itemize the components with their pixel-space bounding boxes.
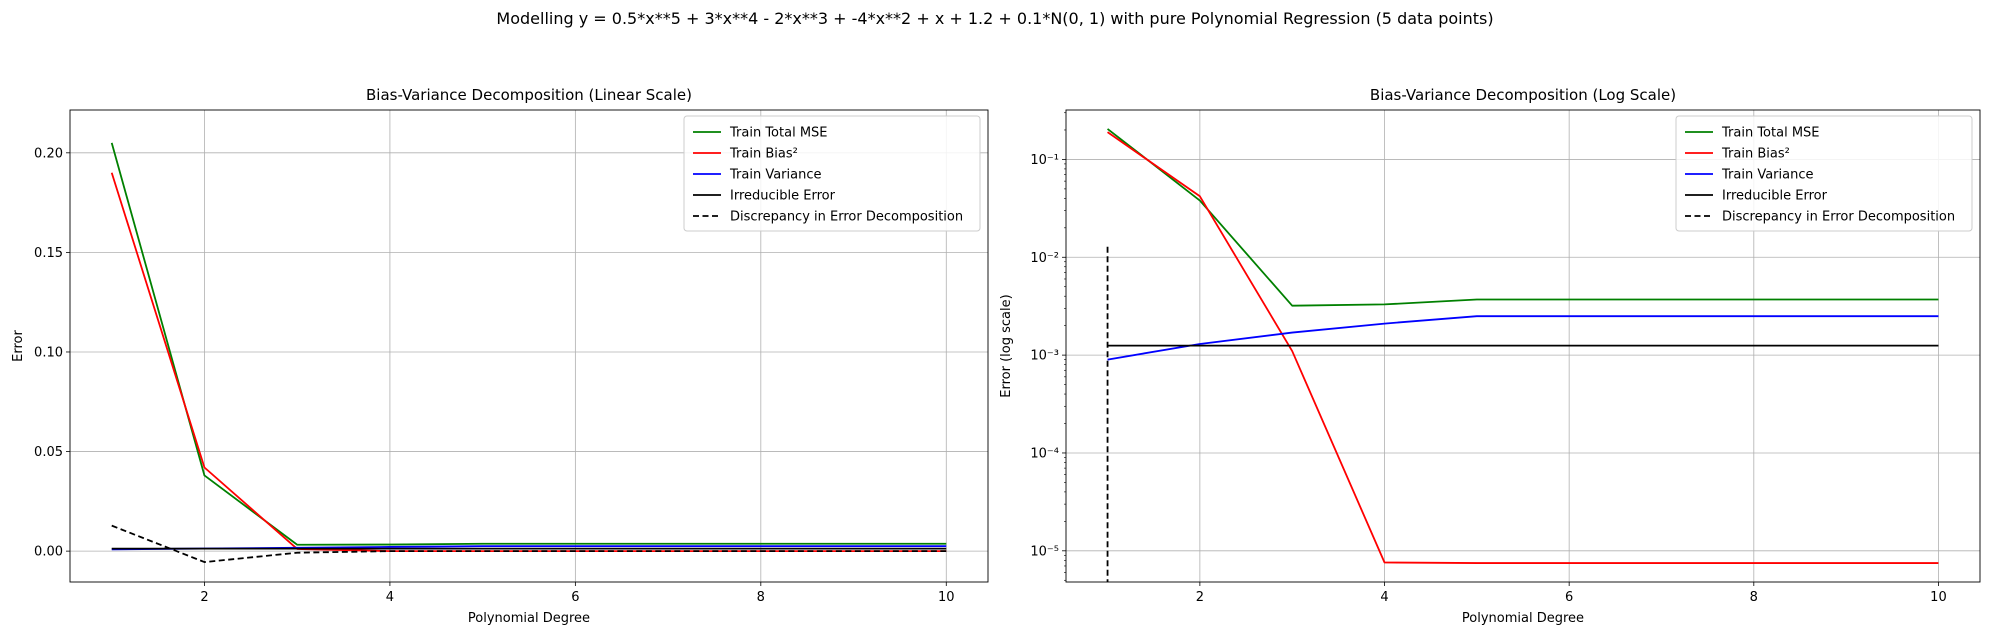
x-tick-label: 6 (571, 590, 579, 605)
x-tick-label: 2 (200, 590, 208, 605)
chart-title: Bias-Variance Decomposition (Log Scale) (1370, 86, 1676, 104)
x-tick-label: 6 (1565, 590, 1573, 605)
legend-label-tvar: Train Variance (1721, 168, 1813, 183)
legend-label-irr: Irreducible Error (1722, 189, 1828, 204)
legend-frame (683, 115, 981, 232)
y-tick-label: 0.20 (34, 146, 63, 161)
y-tick-label: 10⁻⁵ (1030, 544, 1059, 559)
x-tick-label: 10 (1930, 590, 1947, 605)
y-axis-label: Error (11, 330, 26, 362)
legend-label-tbias: Train Bias² (1721, 147, 1790, 162)
x-tick-label: 10 (938, 590, 955, 605)
chart-linear-scale: 2 4 6 8 10 0.00 0.05 0.10 0.15 0.20 Bias-Variance … (11, 86, 989, 626)
y-tick-label: 0.15 (34, 246, 63, 261)
y-axis-label: Error (log scale) (999, 294, 1014, 397)
y-tick-label: 0.10 (34, 345, 63, 360)
chart-log-scale: 2 4 6 8 10 10⁻⁵ 10⁻⁴ 10⁻³ 10⁻² 10⁻¹ Bias-Variance … (999, 86, 1981, 626)
series-line-tbias (1107, 131, 1939, 564)
chart-title: Bias-Variance Decomposition (Linear Scal… (366, 86, 692, 104)
x-tick-label: 8 (1750, 590, 1758, 605)
legend: Train Total MSE Train Bias² Train Variance… (1675, 115, 1973, 232)
y-tick-label: 10⁻⁴ (1030, 446, 1059, 461)
axes-frame (69, 109, 989, 583)
figure-title: Modelling y = 0.5*x**5 + 3*x**4 - 2*x**3… (496, 9, 1493, 28)
series-line-disc (111, 524, 947, 563)
series-line-tmse (110, 142, 947, 546)
axes-frame (1065, 109, 1981, 583)
legend-label-tbias: Train Bias² (729, 147, 798, 162)
legend-label-disc: Discrepancy in Error Decomposition (1722, 210, 1955, 225)
y-tick-label: 10⁻¹ (1030, 153, 1059, 168)
y-tick-label: 0.05 (34, 445, 63, 460)
legend: Train Total MSE Train Bias² Train Variance… (683, 115, 981, 232)
x-tick-label: 4 (386, 590, 394, 605)
legend-label-tvar: Train Variance (729, 168, 821, 183)
legend-label-tmse: Train Total MSE (729, 126, 828, 141)
x-tick-label: 8 (757, 590, 765, 605)
x-tick-label: 2 (1196, 590, 1204, 605)
y-tick-label: 10⁻³ (1030, 349, 1059, 364)
legend-label-tmse: Train Total MSE (1721, 126, 1820, 141)
x-axis-label: Polynomial Degree (1462, 611, 1584, 626)
series-line-tmse (1106, 128, 1939, 307)
legend-frame (1675, 115, 1973, 232)
series-line-tvar (1107, 315, 1939, 361)
x-tick-label: 4 (1380, 590, 1388, 605)
legend-label-disc: Discrepancy in Error Decomposition (730, 210, 963, 225)
y-tick-label: 0.00 (34, 545, 63, 560)
x-axis-label: Polynomial Degree (468, 611, 590, 626)
plot-area (1106, 128, 1939, 582)
y-tick-label: 10⁻² (1030, 251, 1059, 266)
legend-label-irr: Irreducible Error (730, 189, 836, 204)
plot-area (110, 142, 947, 563)
series-line-tbias (110, 172, 947, 553)
